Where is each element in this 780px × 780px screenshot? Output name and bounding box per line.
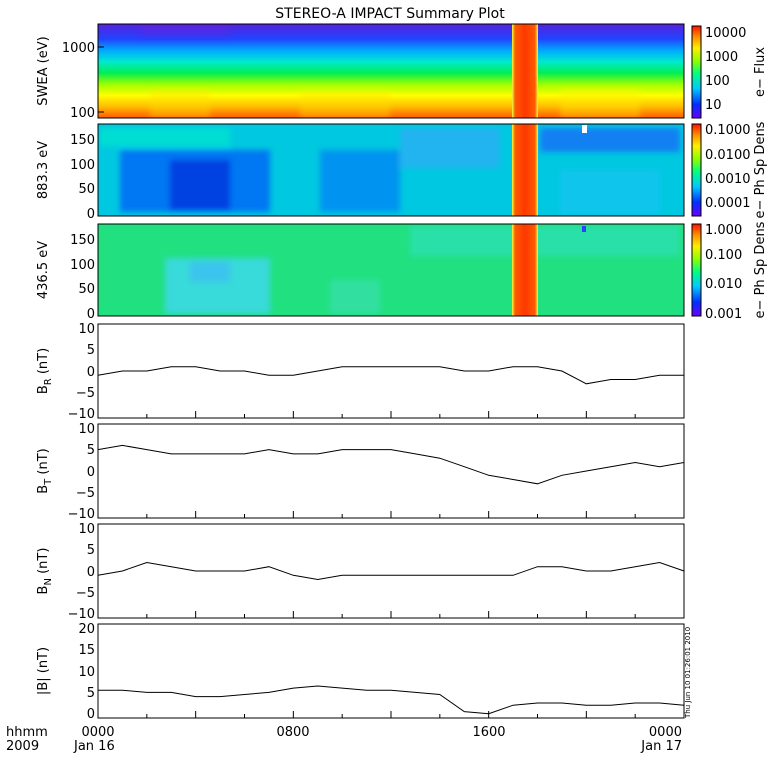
cbar1-tick-100: 100 xyxy=(705,74,730,89)
br-panel: BR (nT) 10 5 0 −5 −10 xyxy=(36,322,685,422)
cbar3-tick-2: 0.010 xyxy=(705,277,742,292)
colorbar-phsp-883: 0.1000 0.0100 0.0010 0.0001 e− Ph Sp Den… xyxy=(691,121,768,218)
bn-ytick-5: 5 xyxy=(87,543,95,558)
pad-883-ytick-100: 100 xyxy=(70,158,95,173)
cbar1-tick-10: 10 xyxy=(705,98,722,113)
bt-ytick-m5: −5 xyxy=(76,486,95,501)
pad-883-ytick-150: 150 xyxy=(70,133,95,148)
pad-436-ytick-50: 50 xyxy=(78,282,95,297)
pad-883-ylabel: 883.3 eV xyxy=(36,141,51,199)
timestamp-note: Thu Jun 10 01:26:01 2010 xyxy=(684,627,692,719)
br-series-line xyxy=(97,366,684,385)
pad-883-panel: 883.3 eV 0 50 100 150 xyxy=(36,123,685,222)
x-tick-0000-start: 0000 xyxy=(81,725,114,740)
pad-436-ytick-150: 150 xyxy=(70,233,95,248)
cbar1-tick-10000: 10000 xyxy=(705,26,746,41)
bmag-ylabel: |B| (nT) xyxy=(36,647,51,695)
bmag-ytick-5: 5 xyxy=(87,686,95,701)
bt-ytick-10: 10 xyxy=(78,422,95,437)
br-ytick-5: 5 xyxy=(87,343,95,358)
cbar2-tick-3: 0.0001 xyxy=(705,196,751,211)
cbar3-tick-3: 0.001 xyxy=(705,307,742,322)
pad-436-panel: 436.5 eV 0 50 100 150 xyxy=(36,223,685,322)
x-row2-label: 2009 xyxy=(6,739,39,754)
swea-spectrogram-panel: SWEA (eV) 100 1000 xyxy=(36,23,685,121)
bn-ylabel: BN (nT) xyxy=(36,548,54,595)
bmag-ytick-10: 10 xyxy=(78,665,95,680)
br-ylabel: BR (nT) xyxy=(36,348,54,394)
bmag-series-line xyxy=(98,685,685,715)
series-layer xyxy=(97,366,685,718)
bt-ytick-5: 5 xyxy=(87,443,95,458)
bt-series-line xyxy=(97,444,685,485)
br-ytick-10: 10 xyxy=(78,322,95,337)
cbar2-label: e− Ph Sp Dens xyxy=(753,121,768,218)
bn-panel: BN (nT) 10 5 0 −5 −10 xyxy=(36,522,685,622)
bmag-ytick-0: 0 xyxy=(87,707,95,722)
cbar2-tick-1: 0.0100 xyxy=(705,148,751,163)
colorbar-phsp-436: 1.000 0.100 0.010 0.001 e− Ph Sp Dens xyxy=(691,221,768,322)
swea-ylabel: SWEA (eV) xyxy=(36,36,51,105)
pad-436-ytick-0: 0 xyxy=(87,307,95,322)
cbar2-tick-0: 0.1000 xyxy=(705,123,751,138)
x-tick-0000-end: 0000 xyxy=(649,725,682,740)
pad-436-ytick-100: 100 xyxy=(70,258,95,273)
cbar3-label: e− Ph Sp Dens xyxy=(753,221,768,318)
bn-ytick-10: 10 xyxy=(78,522,95,537)
swea-ytick-100: 100 xyxy=(70,106,95,121)
pad-883-ytick-50: 50 xyxy=(78,182,95,197)
bn-ytick-m10: −10 xyxy=(68,607,95,622)
br-ytick-m10: −10 xyxy=(68,407,95,422)
bn-ytick-m5: −5 xyxy=(76,586,95,601)
bn-ytick-0: 0 xyxy=(87,565,95,580)
x-tick-1600: 1600 xyxy=(472,725,505,740)
cbar3-tick-0: 1.000 xyxy=(705,223,742,238)
bt-ylabel: BT (nT) xyxy=(36,448,54,494)
br-ytick-m5: −5 xyxy=(76,386,95,401)
bn-series-line xyxy=(97,561,685,581)
x-date-end: Jan 17 xyxy=(640,739,682,754)
bt-ytick-0: 0 xyxy=(87,465,95,480)
pad-883-band xyxy=(512,124,538,216)
colorbar-flux: 10000 1000 100 10 e− Flux xyxy=(691,25,768,119)
pad-436-ylabel: 436.5 eV xyxy=(36,241,51,299)
cbar1-tick-1000: 1000 xyxy=(705,50,738,65)
br-ytick-0: 0 xyxy=(87,365,95,380)
bmag-ytick-15: 15 xyxy=(78,643,95,658)
bt-ytick-m10: −10 xyxy=(68,507,95,522)
cbar2-tick-2: 0.0010 xyxy=(705,172,751,187)
bt-panel: BT (nT) 10 5 0 −5 −10 xyxy=(36,422,685,522)
swea-ytick-1000: 1000 xyxy=(62,41,95,56)
pad-883-ytick-0: 0 xyxy=(87,207,95,222)
bmag-panel: |B| (nT) 20 15 10 5 0 Thu Jun 10 01:26:0… xyxy=(36,622,692,722)
x-tick-0800: 0800 xyxy=(276,725,309,740)
pad-436-band xyxy=(512,224,538,316)
cbar3-tick-1: 0.100 xyxy=(705,248,742,263)
x-row1-label: hhmm xyxy=(6,725,48,740)
cbar1-label: e− Flux xyxy=(753,47,768,97)
plot-title: STEREO-A IMPACT Summary Plot xyxy=(275,6,505,22)
x-date-start: Jan 16 xyxy=(73,739,115,754)
bmag-ytick-20: 20 xyxy=(78,622,95,637)
swea-sunward-band xyxy=(512,24,538,118)
x-axis: hhmm 2009 0000 0800 1600 0000 Jan 16 Jan… xyxy=(6,725,682,754)
